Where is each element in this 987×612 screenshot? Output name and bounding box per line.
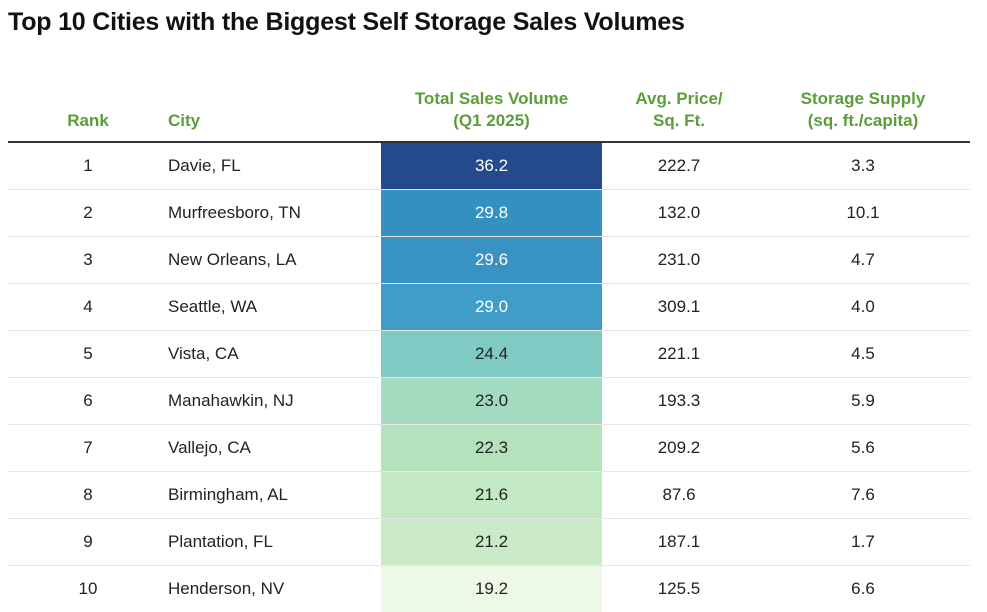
cell-city: Henderson, NV <box>168 566 381 612</box>
table-header: Rank City Total Sales Volume (Q1 2025) A… <box>8 70 970 142</box>
header-city-line: City <box>168 110 381 132</box>
cell-city: Vallejo, CA <box>168 425 381 472</box>
header-rank-line: Rank <box>8 110 168 132</box>
cell-rank: 8 <box>8 472 168 519</box>
cell-rank: 5 <box>8 331 168 378</box>
cell-rank: 7 <box>8 425 168 472</box>
header-row: Rank City Total Sales Volume (Q1 2025) A… <box>8 70 970 142</box>
cell-price: 125.5 <box>602 566 756 612</box>
cell-rank: 9 <box>8 519 168 566</box>
cell-supply: 7.6 <box>756 472 970 519</box>
header-supply-line-1: Storage Supply <box>756 88 970 110</box>
header-sales-line-1: Total Sales Volume <box>381 88 602 110</box>
cell-supply: 6.6 <box>756 566 970 612</box>
header-city: City <box>168 70 381 142</box>
cell-city: New Orleans, LA <box>168 237 381 284</box>
cell-sales: 24.4 <box>381 331 602 378</box>
cell-price: 231.0 <box>602 237 756 284</box>
cell-price: 221.1 <box>602 331 756 378</box>
cell-city: Birmingham, AL <box>168 472 381 519</box>
cell-supply: 1.7 <box>756 519 970 566</box>
cell-sales: 29.6 <box>381 237 602 284</box>
cell-rank: 10 <box>8 566 168 612</box>
cell-price: 209.2 <box>602 425 756 472</box>
header-supply-line-2: (sq. ft./capita) <box>756 110 970 132</box>
cell-rank: 6 <box>8 378 168 425</box>
cell-sales: 19.2 <box>381 566 602 612</box>
cell-sales: 29.8 <box>381 190 602 237</box>
cell-city: Plantation, FL <box>168 519 381 566</box>
cell-supply: 3.3 <box>756 142 970 190</box>
cell-supply: 4.0 <box>756 284 970 331</box>
cell-city: Murfreesboro, TN <box>168 190 381 237</box>
header-price-line-1: Avg. Price/ <box>602 88 756 110</box>
cell-price: 222.7 <box>602 142 756 190</box>
cell-rank: 4 <box>8 284 168 331</box>
cell-city: Vista, CA <box>168 331 381 378</box>
cell-sales: 22.3 <box>381 425 602 472</box>
header-sales-line-2: (Q1 2025) <box>381 110 602 132</box>
cell-price: 309.1 <box>602 284 756 331</box>
cell-price: 193.3 <box>602 378 756 425</box>
cell-price: 87.6 <box>602 472 756 519</box>
cell-supply: 4.5 <box>756 331 970 378</box>
cell-price: 132.0 <box>602 190 756 237</box>
cell-supply: 4.7 <box>756 237 970 284</box>
cell-rank: 2 <box>8 190 168 237</box>
cell-city: Davie, FL <box>168 142 381 190</box>
cell-sales: 21.2 <box>381 519 602 566</box>
cell-sales: 21.6 <box>381 472 602 519</box>
cell-rank: 1 <box>8 142 168 190</box>
header-avg-price: Avg. Price/ Sq. Ft. <box>602 70 756 142</box>
cell-supply: 5.9 <box>756 378 970 425</box>
cell-supply: 5.6 <box>756 425 970 472</box>
header-storage-supply: Storage Supply (sq. ft./capita) <box>756 70 970 142</box>
sales-table: Rank City Total Sales Volume (Q1 2025) A… <box>8 70 970 612</box>
cell-rank: 3 <box>8 237 168 284</box>
cell-sales: 36.2 <box>381 142 602 190</box>
cell-city: Seattle, WA <box>168 284 381 331</box>
header-price-line-2: Sq. Ft. <box>602 110 756 132</box>
cell-sales: 23.0 <box>381 378 602 425</box>
cell-sales: 29.0 <box>381 284 602 331</box>
header-sales-volume: Total Sales Volume (Q1 2025) <box>381 70 602 142</box>
cell-city: Manahawkin, NJ <box>168 378 381 425</box>
cell-price: 187.1 <box>602 519 756 566</box>
header-rank: Rank <box>8 70 168 142</box>
cell-supply: 10.1 <box>756 190 970 237</box>
chart-title: Top 10 Cities with the Biggest Self Stor… <box>8 8 685 37</box>
